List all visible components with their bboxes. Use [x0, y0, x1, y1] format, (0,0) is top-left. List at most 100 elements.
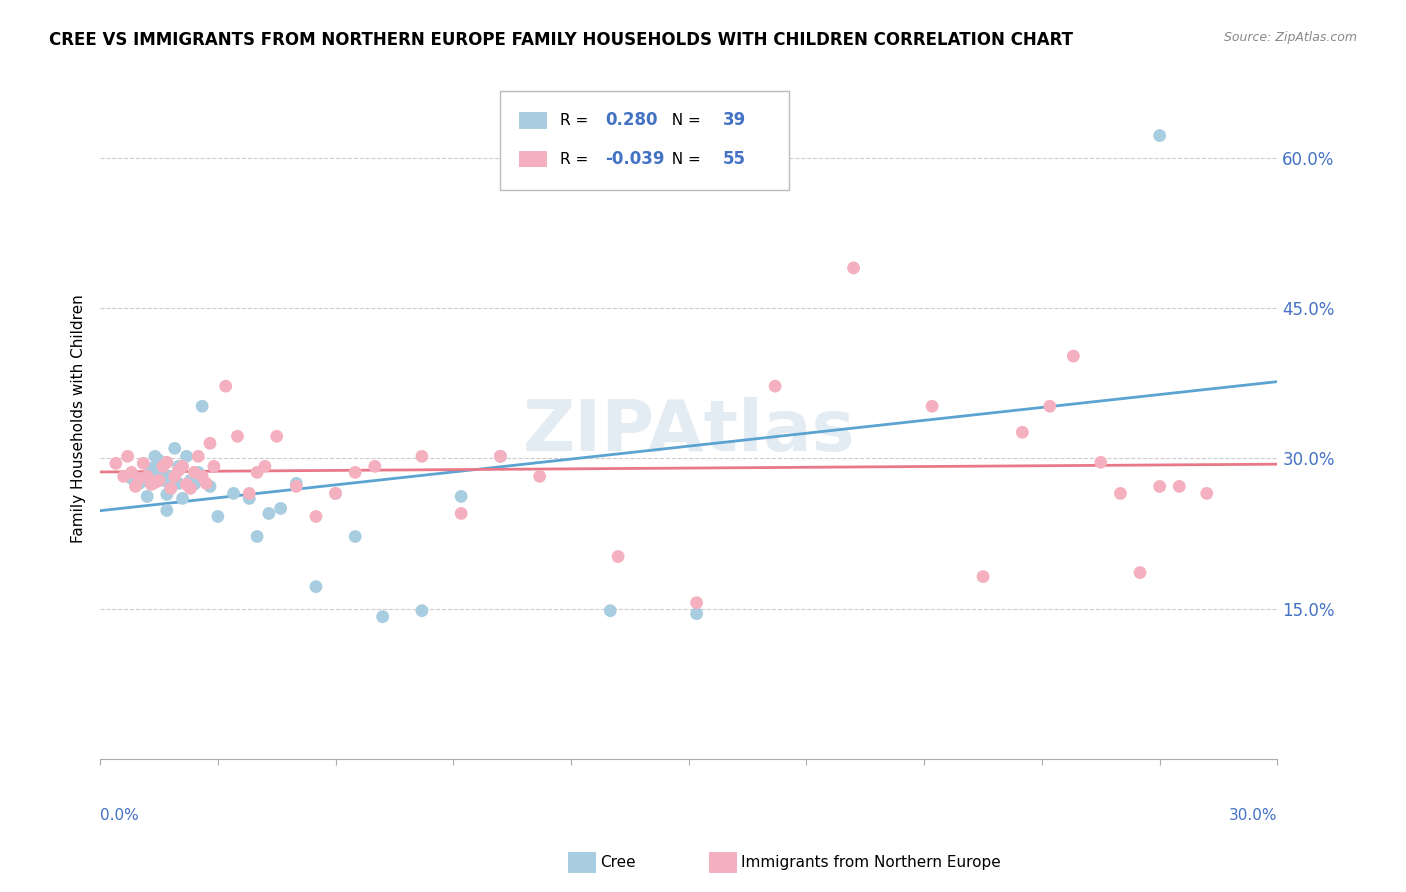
Point: [285, 479, 308, 493]
Point: [246, 529, 269, 543]
Point: [529, 469, 551, 483]
Point: [207, 509, 229, 524]
Point: [344, 466, 367, 480]
Text: N =: N =: [662, 113, 706, 128]
FancyBboxPatch shape: [501, 91, 789, 190]
Point: [198, 479, 221, 493]
Point: [921, 399, 943, 413]
Point: [167, 476, 190, 491]
Point: [167, 459, 190, 474]
Point: [305, 509, 328, 524]
Point: [179, 482, 201, 496]
Point: [450, 490, 472, 504]
Point: [128, 476, 150, 491]
Point: [148, 453, 170, 467]
Point: [152, 459, 174, 474]
Point: [163, 469, 186, 483]
Point: [139, 461, 162, 475]
Text: 55: 55: [723, 150, 747, 169]
Point: [1195, 486, 1218, 500]
Point: [198, 436, 221, 450]
Text: N =: N =: [662, 152, 706, 167]
Text: ZIPAtlas: ZIPAtlas: [523, 397, 855, 467]
Point: [325, 486, 347, 500]
Point: [152, 474, 174, 488]
Point: [156, 455, 179, 469]
Point: [1039, 399, 1062, 413]
Point: [128, 471, 150, 485]
Point: [112, 469, 135, 483]
Point: [1090, 455, 1112, 469]
Point: [371, 609, 394, 624]
Point: [411, 450, 433, 464]
Text: R =: R =: [561, 113, 593, 128]
Point: [238, 486, 260, 500]
Point: [124, 479, 146, 493]
Point: [136, 469, 159, 483]
Point: [176, 477, 198, 491]
Point: [1109, 486, 1132, 500]
Point: [344, 529, 367, 543]
Point: [257, 507, 280, 521]
Point: [266, 429, 288, 443]
Text: 30.0%: 30.0%: [1229, 808, 1278, 823]
Point: [489, 450, 512, 464]
Point: [222, 486, 245, 500]
Point: [156, 487, 179, 501]
Point: [121, 471, 143, 485]
Point: [143, 450, 166, 464]
Point: [172, 459, 194, 474]
Point: [187, 450, 209, 464]
Point: [489, 450, 512, 464]
Point: [1129, 566, 1152, 580]
Text: CREE VS IMMIGRANTS FROM NORTHERN EUROPE FAMILY HOUSEHOLDS WITH CHILDREN CORRELAT: CREE VS IMMIGRANTS FROM NORTHERN EUROPE …: [49, 31, 1073, 49]
Point: [159, 482, 181, 496]
Point: [159, 482, 181, 496]
Point: [450, 507, 472, 521]
Point: [305, 580, 328, 594]
Point: [1062, 349, 1084, 363]
Point: [183, 466, 205, 480]
Point: [163, 442, 186, 456]
Point: [1168, 479, 1191, 493]
Text: 39: 39: [723, 112, 747, 129]
Point: [607, 549, 630, 564]
Point: [763, 379, 786, 393]
Text: Immigrants from Northern Europe: Immigrants from Northern Europe: [741, 855, 1001, 870]
Point: [104, 456, 127, 470]
Point: [202, 459, 225, 474]
Point: [148, 474, 170, 488]
Point: [599, 604, 621, 618]
Point: [148, 469, 170, 483]
Point: [191, 399, 214, 413]
Point: [121, 466, 143, 480]
Point: [285, 476, 308, 491]
Point: [411, 604, 433, 618]
Point: [246, 466, 269, 480]
Text: Cree: Cree: [600, 855, 636, 870]
Point: [132, 456, 155, 470]
Point: [143, 475, 166, 490]
Point: [325, 486, 347, 500]
Point: [1149, 479, 1171, 493]
Text: 0.0%: 0.0%: [100, 808, 139, 823]
Point: [685, 607, 707, 621]
Point: [238, 491, 260, 506]
Point: [136, 490, 159, 504]
Point: [1149, 128, 1171, 143]
Point: [972, 569, 994, 583]
Y-axis label: Family Households with Children: Family Households with Children: [72, 293, 86, 542]
Point: [195, 476, 218, 491]
Point: [179, 474, 201, 488]
Text: -0.039: -0.039: [605, 150, 665, 169]
Point: [253, 459, 276, 474]
Point: [191, 469, 214, 483]
Point: [842, 260, 865, 275]
Point: [156, 503, 179, 517]
Point: [176, 450, 198, 464]
Point: [187, 466, 209, 480]
Point: [685, 596, 707, 610]
Text: 0.280: 0.280: [605, 112, 658, 129]
Point: [139, 477, 162, 491]
Text: Source: ZipAtlas.com: Source: ZipAtlas.com: [1223, 31, 1357, 45]
